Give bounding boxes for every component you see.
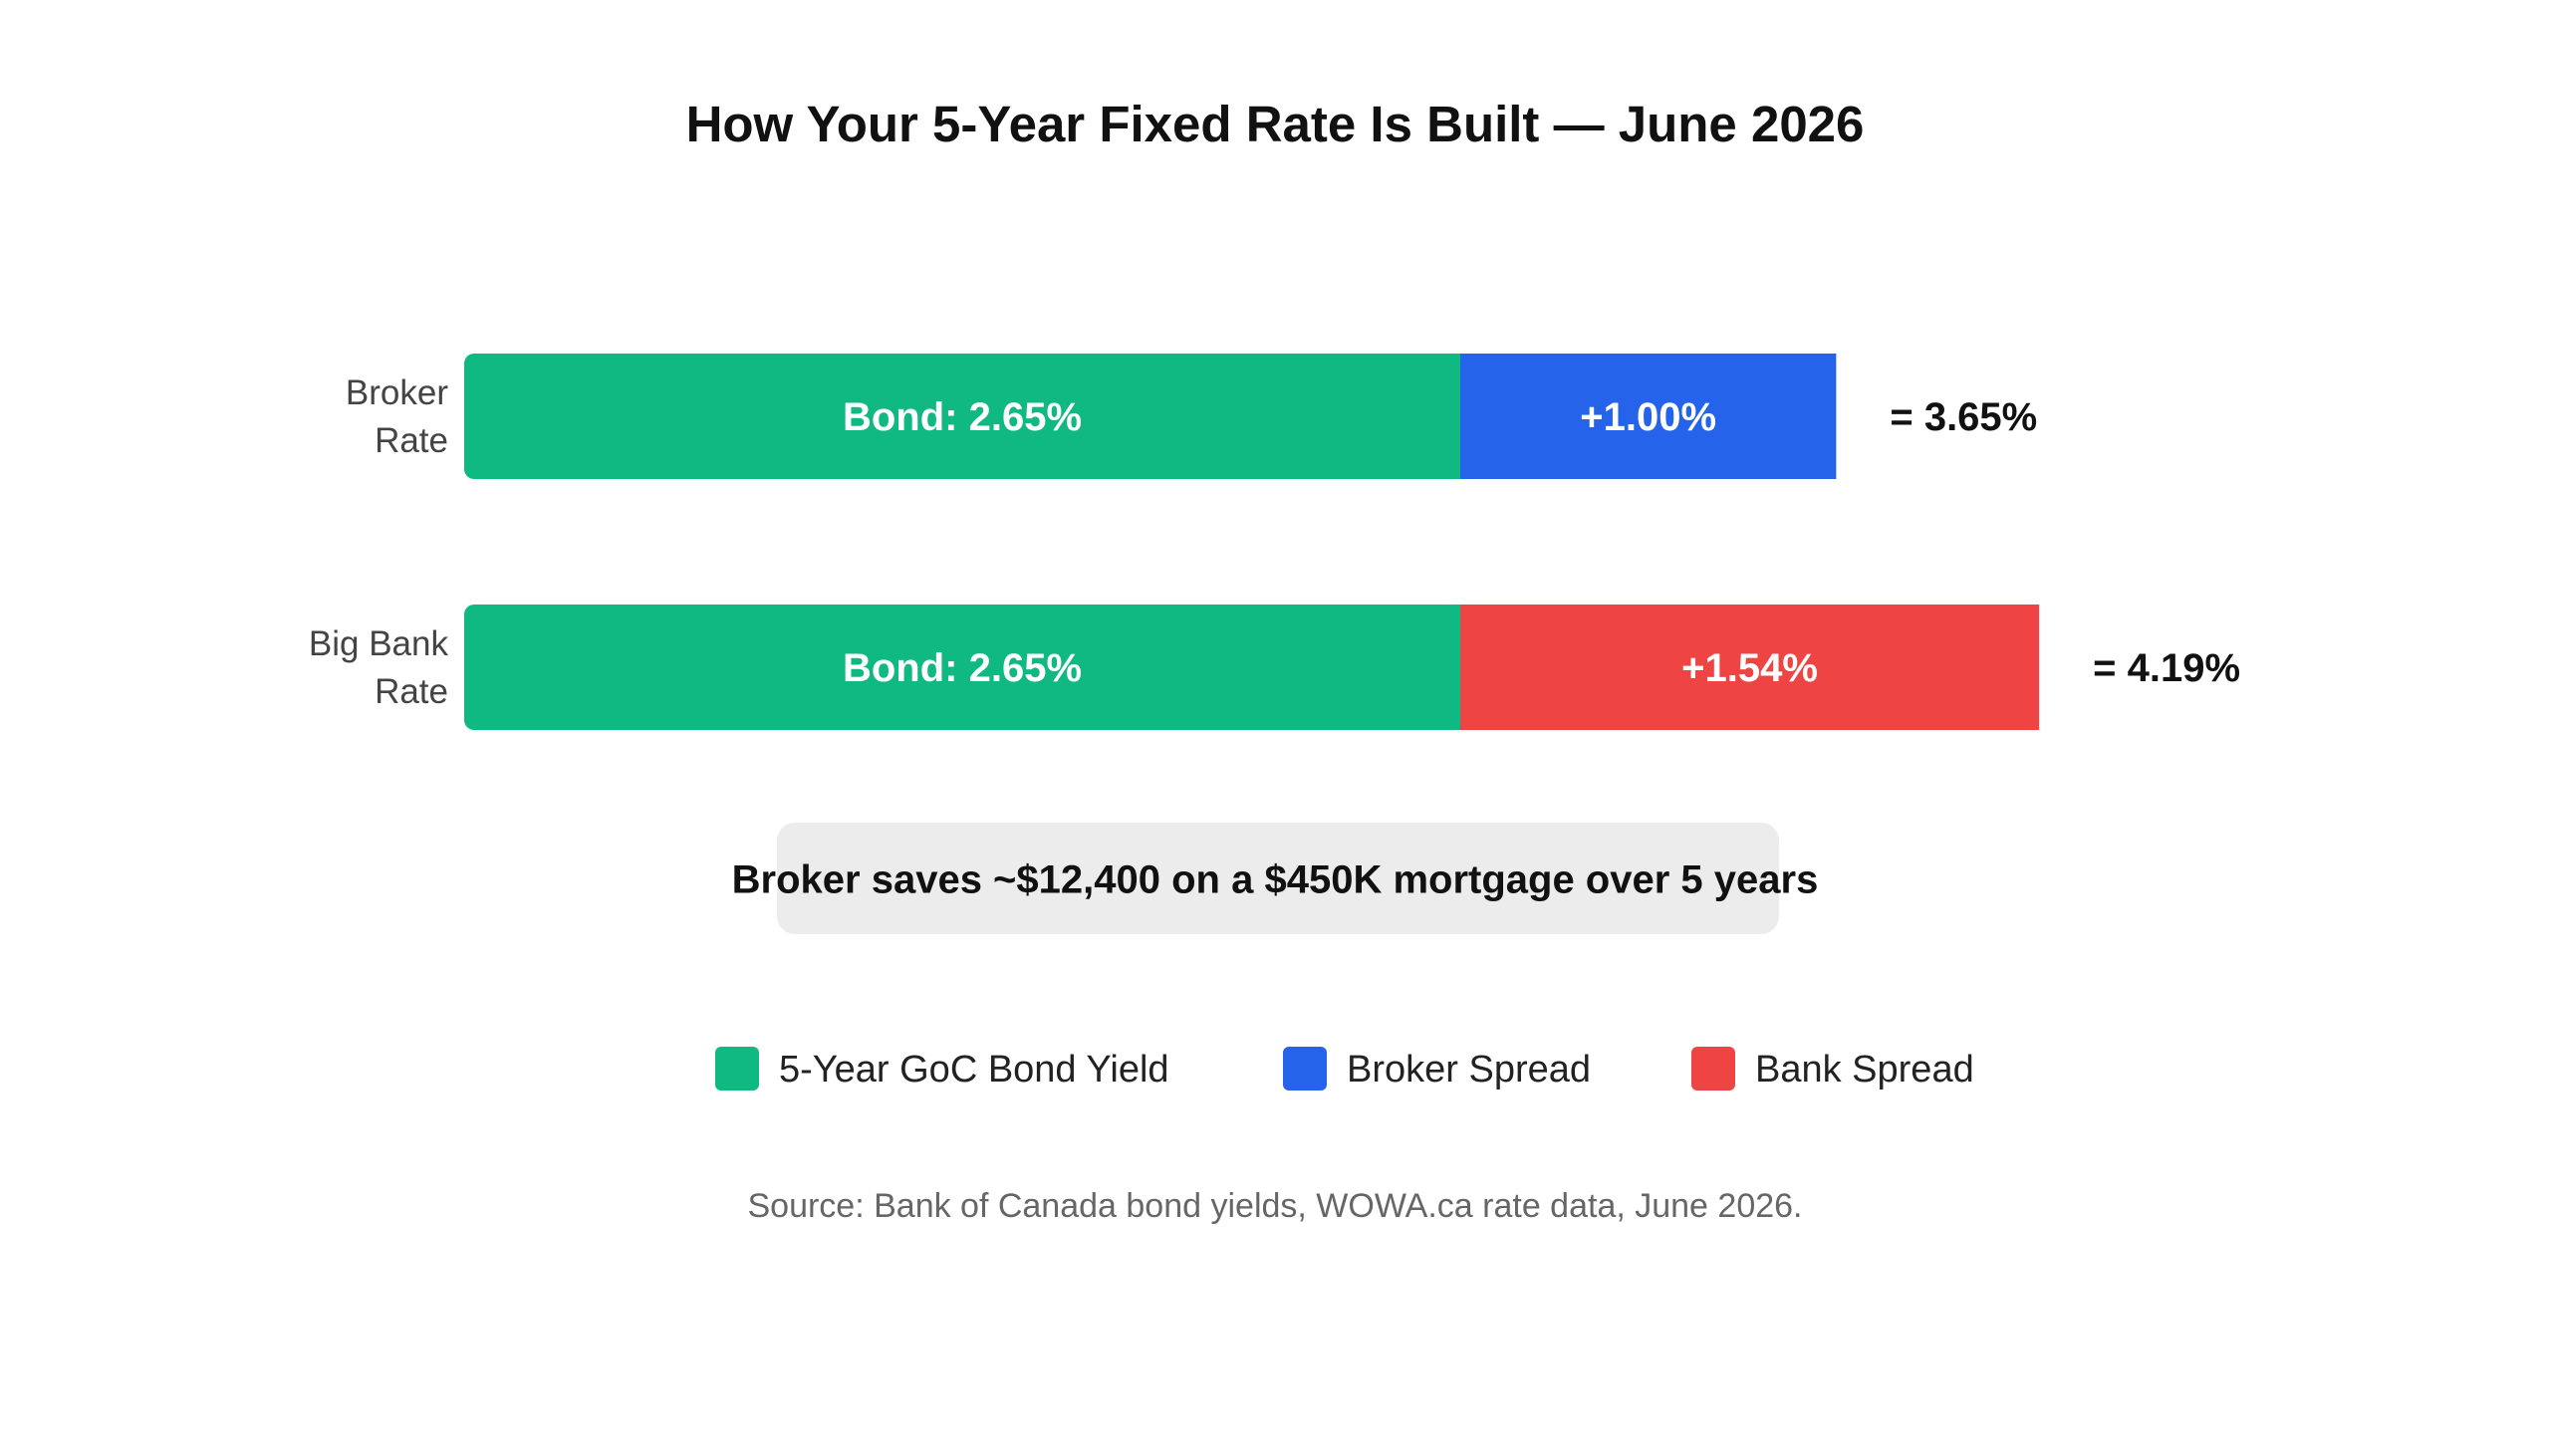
bar-5-year-goc-bond-yield-big-bank-rate: [464, 605, 1460, 730]
bar-bank-spread-big-bank-rate-label: +1.54%: [1681, 646, 1818, 690]
legend-item-broker-spread: Broker Spread: [1283, 1047, 1591, 1091]
bar-broker-spread-broker-rate-label: +1.00%: [1580, 395, 1716, 439]
bar-5-year-goc-bond-yield-big-bank-rate-label: Bond: 2.65%: [843, 646, 1082, 690]
legend-label-bank-spread: Bank Spread: [1755, 1049, 1974, 1091]
legend-item-bank-spread: Bank Spread: [1691, 1047, 1974, 1091]
category-label-broker-rate: Broker Rate: [346, 373, 448, 460]
bar-5-year-goc-bond-yield-broker-rate: [464, 354, 1460, 479]
legend-swatch-5-year-goc-bond-yield: [715, 1047, 759, 1091]
legend-swatch-broker-spread: [1283, 1047, 1327, 1091]
callout-background: [777, 823, 1779, 934]
bars-group: Broker Rate Bond: 2.65% +1.00% = 3.65% Big Ba…: [309, 354, 2240, 730]
legend-item-5-year-goc-bond-yield: 5-Year GoC Bond Yield: [715, 1047, 1169, 1091]
bar-5-year-goc-bond-yield-broker-rate-label: Bond: 2.65%: [843, 395, 1082, 439]
bar-bank-spread-big-bank-rate: [1460, 605, 2040, 730]
category-label-big-bank-rate: Big Bank Rate: [309, 624, 449, 711]
source-note: Source: Bank of Canada bond yields, WOWA…: [747, 1187, 1802, 1225]
bar-broker-spread-broker-rate: [1460, 354, 1837, 479]
legend: 5-Year GoC Bond Yield Broker Spread Bank S…: [715, 1047, 1974, 1091]
legend-label-5-year-goc-bond-yield: 5-Year GoC Bond Yield: [779, 1049, 1169, 1091]
legend-swatch-bank-spread: [1691, 1047, 1735, 1091]
legend-label-broker-spread: Broker Spread: [1347, 1049, 1591, 1091]
chart-title: How Your 5-Year Fixed Rate Is Built — Ju…: [686, 96, 1865, 152]
total-label-big-bank-rate: = 4.19%: [2093, 646, 2240, 690]
callout-text: Broker saves ~$12,400 on a $450K mortgag…: [732, 858, 1819, 902]
total-label-broker-rate: = 3.65%: [1890, 395, 2037, 439]
savings-callout: Broker saves ~$12,400 on a $450K mortgag…: [732, 823, 1819, 934]
